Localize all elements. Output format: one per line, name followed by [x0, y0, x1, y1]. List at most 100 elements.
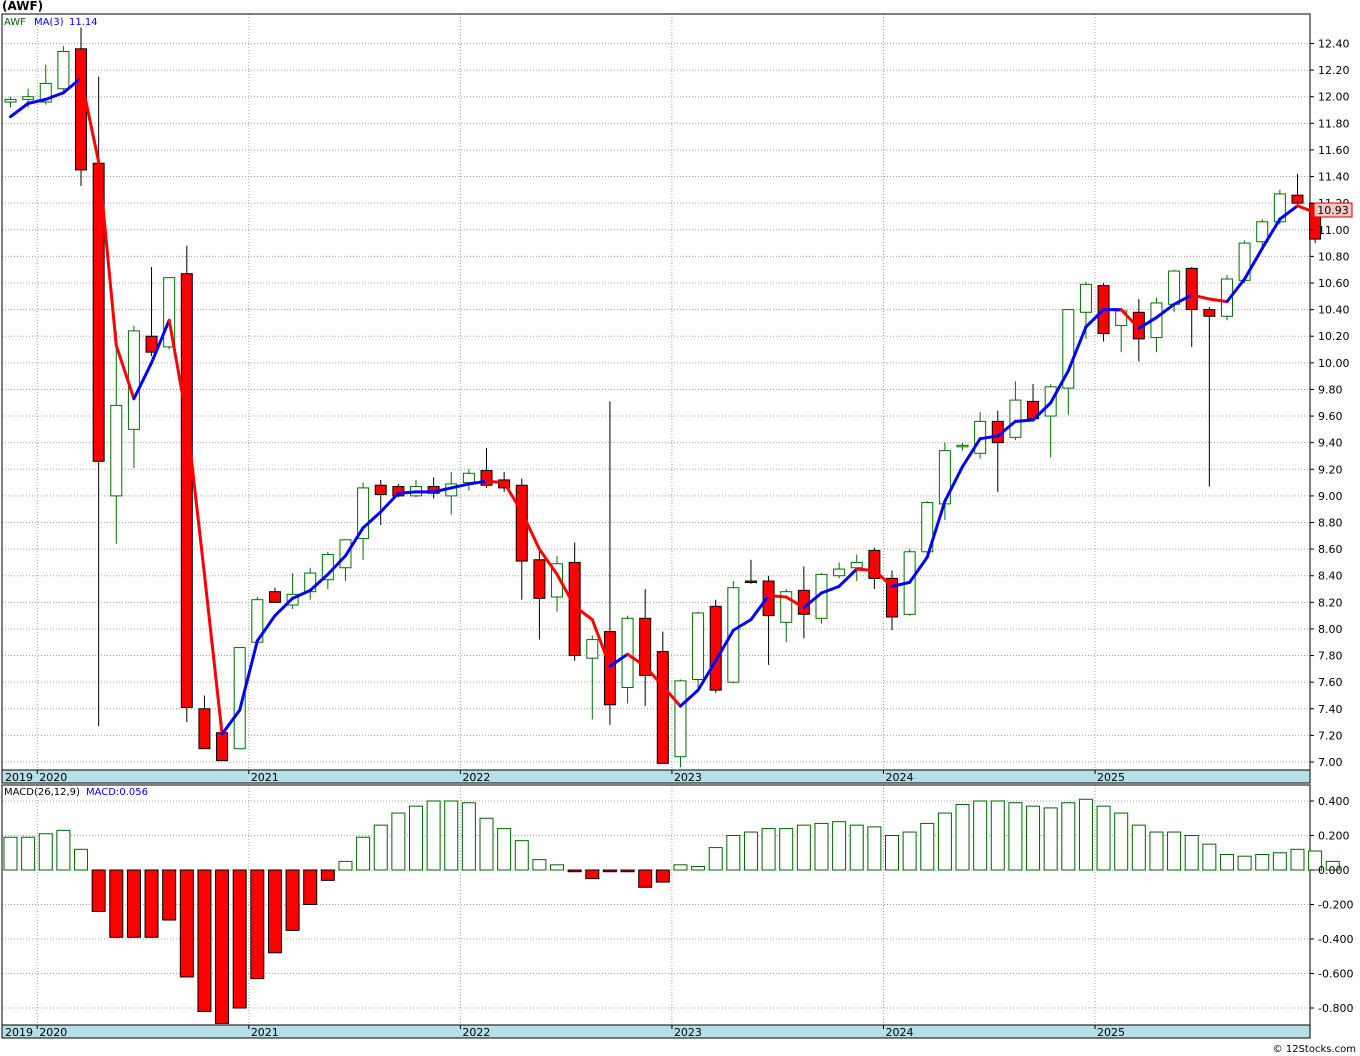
ma3-segment	[502, 481, 524, 514]
candlestick-series	[4, 27, 1322, 768]
ma3-segment	[396, 490, 418, 495]
candle	[956, 442, 969, 451]
ma3-segment	[714, 628, 735, 663]
candle	[1009, 381, 1022, 441]
macd-bar	[1149, 831, 1164, 871]
year-label: 2024	[886, 771, 914, 784]
price-tick-label: 8.60	[1318, 543, 1343, 556]
macd-bar	[109, 869, 124, 938]
candle	[551, 555, 564, 612]
last-price-value: 10.93	[1317, 204, 1349, 217]
candle-body	[1009, 399, 1022, 438]
candle	[533, 549, 546, 640]
macd-bar	[144, 869, 159, 938]
candle-body	[1062, 309, 1075, 389]
candle	[1203, 306, 1216, 487]
candle-body	[268, 591, 281, 603]
macd-bar	[461, 802, 476, 871]
macd-bar	[708, 847, 723, 871]
macd-bar	[902, 831, 917, 871]
macd-bar	[920, 822, 935, 871]
candle-body	[692, 612, 705, 681]
legend-ma-label: MA(3)	[34, 17, 64, 28]
candle	[1132, 298, 1145, 362]
ma3-segment	[1225, 277, 1247, 304]
macd-bar	[408, 805, 423, 871]
macd-bar	[1114, 812, 1129, 871]
macd-bar	[215, 869, 230, 1025]
macd-bar	[1096, 805, 1111, 871]
macd-bar	[356, 836, 371, 871]
macd-bar	[1026, 805, 1041, 871]
ma3-segment	[1260, 217, 1282, 250]
price-tick-label: 9.60	[1318, 410, 1343, 423]
ma3-segment	[555, 572, 577, 608]
ma3-segment	[696, 659, 718, 692]
macd-bar	[990, 800, 1005, 871]
price-tick-label: 9.40	[1318, 437, 1343, 450]
legend-symbol: AWF	[4, 17, 26, 28]
candle	[868, 547, 881, 590]
candle	[445, 471, 458, 515]
candle-body	[1168, 270, 1181, 305]
candle-body	[797, 589, 810, 615]
ma3-segment	[185, 417, 206, 576]
macd-bar	[567, 869, 582, 873]
macd-bar	[673, 864, 688, 871]
macd-bar	[743, 831, 758, 871]
macd-bar	[1272, 852, 1287, 871]
macd-bar	[162, 869, 177, 921]
candle	[674, 679, 687, 768]
ma3-segment	[220, 708, 242, 736]
macd-bar	[1043, 807, 1058, 871]
macd-bar	[497, 828, 512, 871]
ma3-segment	[731, 618, 753, 632]
ma3-segment	[537, 547, 559, 576]
candle	[833, 562, 846, 579]
ma3-segment	[291, 588, 312, 600]
macd-bar	[532, 859, 547, 871]
macd-tick-label: 0.200	[1318, 830, 1350, 843]
candle-body	[656, 651, 669, 764]
ma3-segment	[1154, 302, 1176, 320]
macd-bar	[1219, 853, 1234, 871]
candle-body	[1220, 278, 1233, 317]
ma3-segment	[890, 580, 912, 588]
candle	[886, 570, 898, 631]
legend-ma-value: 11.14	[69, 17, 98, 28]
ma3-segment	[767, 594, 788, 599]
x-axis-band	[1, 769, 1311, 784]
candle	[427, 477, 440, 499]
ma3-segment	[608, 652, 630, 668]
price-tick-label: 12.40	[1318, 38, 1350, 51]
macd-bar	[391, 812, 406, 871]
candle-body	[727, 587, 740, 683]
candle-body	[374, 484, 387, 496]
ma3-segment	[61, 76, 83, 95]
macd-bar	[1184, 835, 1199, 871]
year-label: 2021	[251, 771, 279, 784]
candle-body	[868, 549, 881, 579]
ma3-segment	[1278, 204, 1299, 221]
candle	[692, 611, 705, 688]
candle-body	[1256, 221, 1269, 243]
macd-tick-label: -0.800	[1318, 1002, 1353, 1015]
macd-axis-ticks: 0.400 0.200 0.000 -0.200 -0.400 -0.600 -0.800	[1310, 795, 1353, 1015]
candle-body	[674, 680, 687, 758]
candle	[815, 573, 828, 624]
price-tick-label: 10.00	[1318, 357, 1350, 370]
ma3-segment	[343, 526, 365, 558]
candle-body	[833, 568, 846, 577]
year-label: 2019	[5, 771, 33, 784]
macd-bar	[1008, 802, 1023, 871]
macd-bar	[320, 869, 335, 881]
year-label: 2023	[674, 1026, 702, 1039]
candle	[180, 245, 193, 723]
candle	[656, 631, 669, 764]
ma3-segment	[802, 591, 823, 610]
candle	[639, 589, 652, 707]
macd-bar	[796, 824, 811, 871]
ma3-segment	[79, 76, 101, 164]
macd-legend-value: MACD:0.056	[86, 787, 148, 798]
